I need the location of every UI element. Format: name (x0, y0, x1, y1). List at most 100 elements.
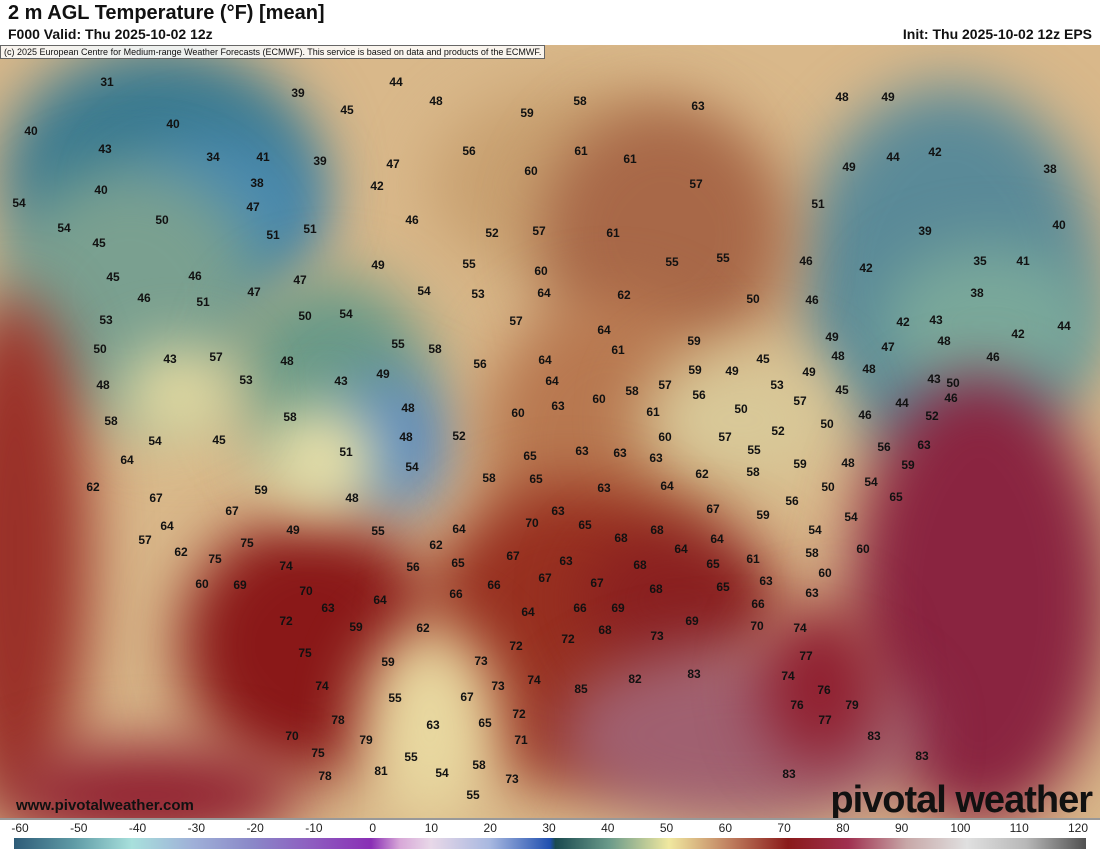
temperature-label: 48 (841, 456, 855, 470)
temperature-label: 59 (520, 106, 534, 120)
temperature-label: 68 (614, 531, 628, 545)
colorbar-tick: 60 (718, 821, 733, 835)
colorbar-tick: 0 (369, 821, 376, 835)
temperature-label: 62 (695, 467, 709, 481)
temperature-label: 72 (561, 632, 575, 646)
temperature-label: 59 (688, 363, 702, 377)
colorbar-tick: 40 (601, 821, 615, 835)
temperature-label: 38 (1043, 162, 1057, 176)
temperature-label: 67 (538, 571, 552, 585)
temperature-label: 76 (817, 683, 831, 697)
temperature-label: 67 (590, 576, 604, 590)
temperature-label: 63 (551, 504, 565, 518)
temperature-label: 64 (521, 605, 535, 619)
temperature-label: 56 (462, 144, 476, 158)
colorbar-tick: -50 (70, 821, 88, 835)
temperature-label: 58 (472, 758, 486, 772)
temperature-label: 63 (575, 444, 589, 458)
temperature-label: 73 (474, 654, 488, 668)
temperature-label: 60 (856, 542, 870, 556)
temperature-label: 75 (208, 552, 222, 566)
temperature-label: 44 (1057, 319, 1071, 333)
temperature-label: 60 (195, 577, 209, 591)
temperature-label: 62 (416, 621, 430, 635)
temperature-label: 74 (793, 621, 807, 635)
temperature-label: 55 (371, 524, 385, 538)
temperature-label: 48 (345, 491, 359, 505)
temperature-label: 68 (649, 582, 663, 596)
temperature-label: 46 (799, 254, 813, 268)
temperature-region (360, 625, 500, 818)
temperature-label: 58 (746, 465, 760, 479)
temperature-label: 58 (805, 546, 819, 560)
temperature-label: 54 (844, 510, 858, 524)
temperature-label: 48 (937, 334, 951, 348)
temperature-label: 74 (527, 673, 541, 687)
temperature-label: 62 (86, 480, 100, 494)
temperature-label: 72 (509, 639, 523, 653)
colorbar-tick: -40 (128, 821, 147, 835)
temperature-label: 42 (896, 315, 910, 329)
temperature-label: 77 (799, 649, 813, 663)
temperature-label: 55 (462, 257, 476, 271)
temperature-label: 51 (266, 228, 280, 242)
temperature-label: 48 (429, 94, 443, 108)
temperature-label: 64 (710, 532, 724, 546)
colorbar-tick: 120 (1067, 821, 1089, 835)
temperature-label: 63 (559, 554, 573, 568)
temperature-region (120, 345, 240, 445)
temperature-label: 46 (944, 391, 958, 405)
temperature-label: 73 (491, 679, 505, 693)
temperature-label: 70 (285, 729, 299, 743)
temperature-label: 50 (820, 417, 834, 431)
temperature-label: 43 (334, 374, 348, 388)
temperature-label: 65 (523, 449, 537, 463)
map-title: 2 m AGL Temperature (°F) [mean] (8, 2, 325, 24)
temperature-label: 35 (973, 254, 987, 268)
colorbar-tick: 50 (659, 821, 674, 835)
temperature-label: 41 (256, 150, 270, 164)
colorbar-tick: -60 (11, 821, 29, 835)
temperature-label: 67 (149, 491, 163, 505)
temperature-label: 51 (196, 295, 210, 309)
temperature-label: 63 (649, 451, 663, 465)
temperature-label: 65 (716, 580, 730, 594)
temperature-label: 60 (524, 164, 538, 178)
temperature-label: 59 (793, 457, 807, 471)
temperature-label: 64 (545, 374, 559, 388)
temperature-label: 83 (782, 767, 796, 781)
temperature-label: 40 (1052, 218, 1066, 232)
temperature-label: 58 (573, 94, 587, 108)
temperature-label: 47 (386, 157, 400, 171)
temperature-label: 67 (460, 690, 474, 704)
temperature-label: 55 (388, 691, 402, 705)
temperature-label: 69 (611, 601, 625, 615)
temperature-region (760, 605, 880, 765)
temperature-label: 49 (842, 160, 856, 174)
temperature-map[interactable]: (c) 2025 European Centre for Medium-rang… (0, 45, 1100, 818)
temperature-label: 49 (725, 364, 739, 378)
temperature-label: 49 (286, 523, 300, 537)
temperature-label: 57 (509, 314, 523, 328)
temperature-label: 76 (790, 698, 804, 712)
temperature-label: 40 (166, 117, 180, 131)
temperature-label: 63 (321, 601, 335, 615)
temperature-label: 51 (339, 445, 353, 459)
temperature-label: 52 (925, 409, 939, 423)
temperature-label: 59 (756, 508, 770, 522)
temperature-label: 48 (862, 362, 876, 376)
temperature-label: 31 (100, 75, 114, 89)
temperature-label: 46 (137, 291, 151, 305)
temperature-label: 60 (658, 430, 672, 444)
website-link[interactable]: www.pivotalweather.com (16, 797, 194, 814)
temperature-label: 65 (529, 472, 543, 486)
temperature-label: 54 (148, 434, 162, 448)
temperature-label: 71 (514, 733, 528, 747)
temperature-label: 63 (759, 574, 773, 588)
temperature-label: 62 (429, 538, 443, 552)
temperature-label: 44 (886, 150, 900, 164)
temperature-label: 64 (373, 593, 387, 607)
temperature-label: 68 (633, 558, 647, 572)
temperature-label: 41 (1016, 254, 1030, 268)
temperature-label: 64 (120, 453, 134, 467)
